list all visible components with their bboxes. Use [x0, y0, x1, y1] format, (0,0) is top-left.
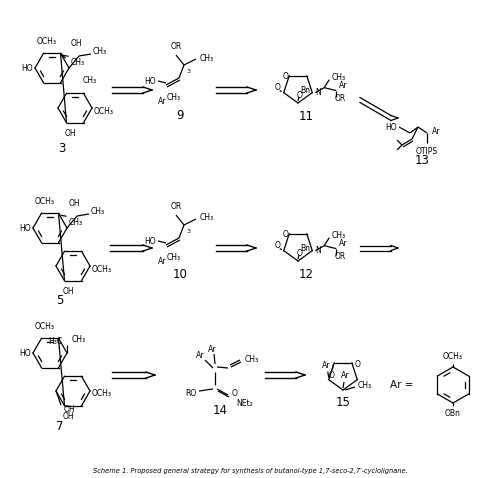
Text: OH: OH: [64, 129, 76, 138]
Text: OH: OH: [62, 287, 74, 296]
Text: N: N: [316, 88, 321, 97]
Text: 11: 11: [298, 109, 314, 122]
Text: OR: OR: [334, 252, 345, 261]
Text: H₃C: H₃C: [48, 337, 62, 346]
Text: OR: OR: [334, 94, 345, 103]
Text: O: O: [282, 230, 288, 239]
Text: O: O: [355, 360, 360, 369]
Text: RO: RO: [186, 389, 197, 398]
Text: Ar =: Ar =: [390, 380, 413, 390]
Text: CH₃: CH₃: [200, 54, 214, 63]
Text: CH₃: CH₃: [245, 355, 259, 363]
Text: Ar: Ar: [322, 360, 330, 369]
Text: CH₃: CH₃: [200, 214, 214, 222]
Text: OH: OH: [70, 39, 82, 48]
Text: OCH₃: OCH₃: [35, 197, 55, 206]
Text: O: O: [275, 241, 280, 250]
Text: 3: 3: [187, 69, 191, 74]
Text: Ar: Ar: [208, 346, 216, 355]
Text: HO: HO: [144, 76, 156, 86]
Text: NEt₂: NEt₂: [236, 399, 253, 408]
Text: CH₃: CH₃: [332, 73, 345, 82]
Text: CH₃: CH₃: [91, 206, 105, 216]
Text: 13: 13: [414, 153, 430, 166]
Text: HO: HO: [20, 224, 31, 232]
Text: 15: 15: [336, 396, 350, 410]
Text: CH₃: CH₃: [70, 58, 85, 67]
Text: 9: 9: [176, 109, 184, 121]
Text: N: N: [316, 246, 321, 255]
Text: OCH₃: OCH₃: [94, 107, 114, 116]
Text: 3: 3: [58, 141, 66, 154]
Text: O: O: [275, 83, 280, 92]
Text: HO: HO: [20, 348, 31, 358]
Text: Ar: Ar: [196, 351, 204, 360]
Text: O: O: [232, 389, 238, 398]
Text: CH₃: CH₃: [332, 231, 345, 240]
Text: OH: OH: [62, 412, 74, 421]
Text: Ar: Ar: [341, 371, 349, 380]
Text: OH: OH: [68, 199, 80, 208]
Text: OCH₃: OCH₃: [92, 264, 112, 273]
Text: OBn: OBn: [445, 409, 461, 418]
Text: CH₃: CH₃: [167, 253, 181, 262]
Text: CH₃: CH₃: [82, 76, 96, 85]
Text: 3: 3: [187, 229, 191, 234]
Text: Scheme 1. Proposed general strategy for synthesis of butanol-type 1,7-seco-2,7′-: Scheme 1. Proposed general strategy for …: [92, 468, 407, 474]
Text: OCH₃: OCH₃: [443, 352, 463, 361]
Text: O: O: [282, 72, 288, 81]
Text: Bn: Bn: [300, 244, 310, 253]
Text: Ar: Ar: [340, 239, 348, 248]
Text: Ar: Ar: [432, 127, 440, 135]
Text: CH₃: CH₃: [93, 46, 107, 55]
Text: OH: OH: [64, 404, 76, 413]
Text: Ar: Ar: [158, 97, 166, 106]
Text: OCH₃: OCH₃: [35, 322, 55, 331]
Text: CH₃: CH₃: [167, 93, 181, 102]
Text: OR: OR: [170, 42, 181, 51]
Text: CH₃: CH₃: [72, 335, 86, 344]
Text: 7: 7: [56, 421, 64, 434]
Text: 12: 12: [298, 268, 314, 281]
Text: Ar: Ar: [340, 81, 348, 90]
Text: OR: OR: [170, 202, 181, 211]
Text: CH₃: CH₃: [358, 380, 372, 390]
Text: Ar: Ar: [158, 257, 166, 265]
Text: O: O: [328, 371, 334, 380]
Text: 14: 14: [212, 403, 228, 416]
Text: OTIPS: OTIPS: [416, 147, 438, 156]
Text: HO: HO: [386, 122, 397, 131]
Text: O: O: [297, 90, 303, 99]
Text: Bn: Bn: [300, 86, 310, 95]
Text: HO: HO: [22, 64, 33, 73]
Text: HO: HO: [144, 237, 156, 246]
Text: O: O: [297, 249, 303, 258]
Text: OCH₃: OCH₃: [37, 37, 57, 46]
Text: CH₃: CH₃: [68, 218, 82, 227]
Text: 5: 5: [56, 293, 64, 306]
Text: 10: 10: [172, 269, 188, 282]
Text: OCH₃: OCH₃: [92, 390, 112, 399]
